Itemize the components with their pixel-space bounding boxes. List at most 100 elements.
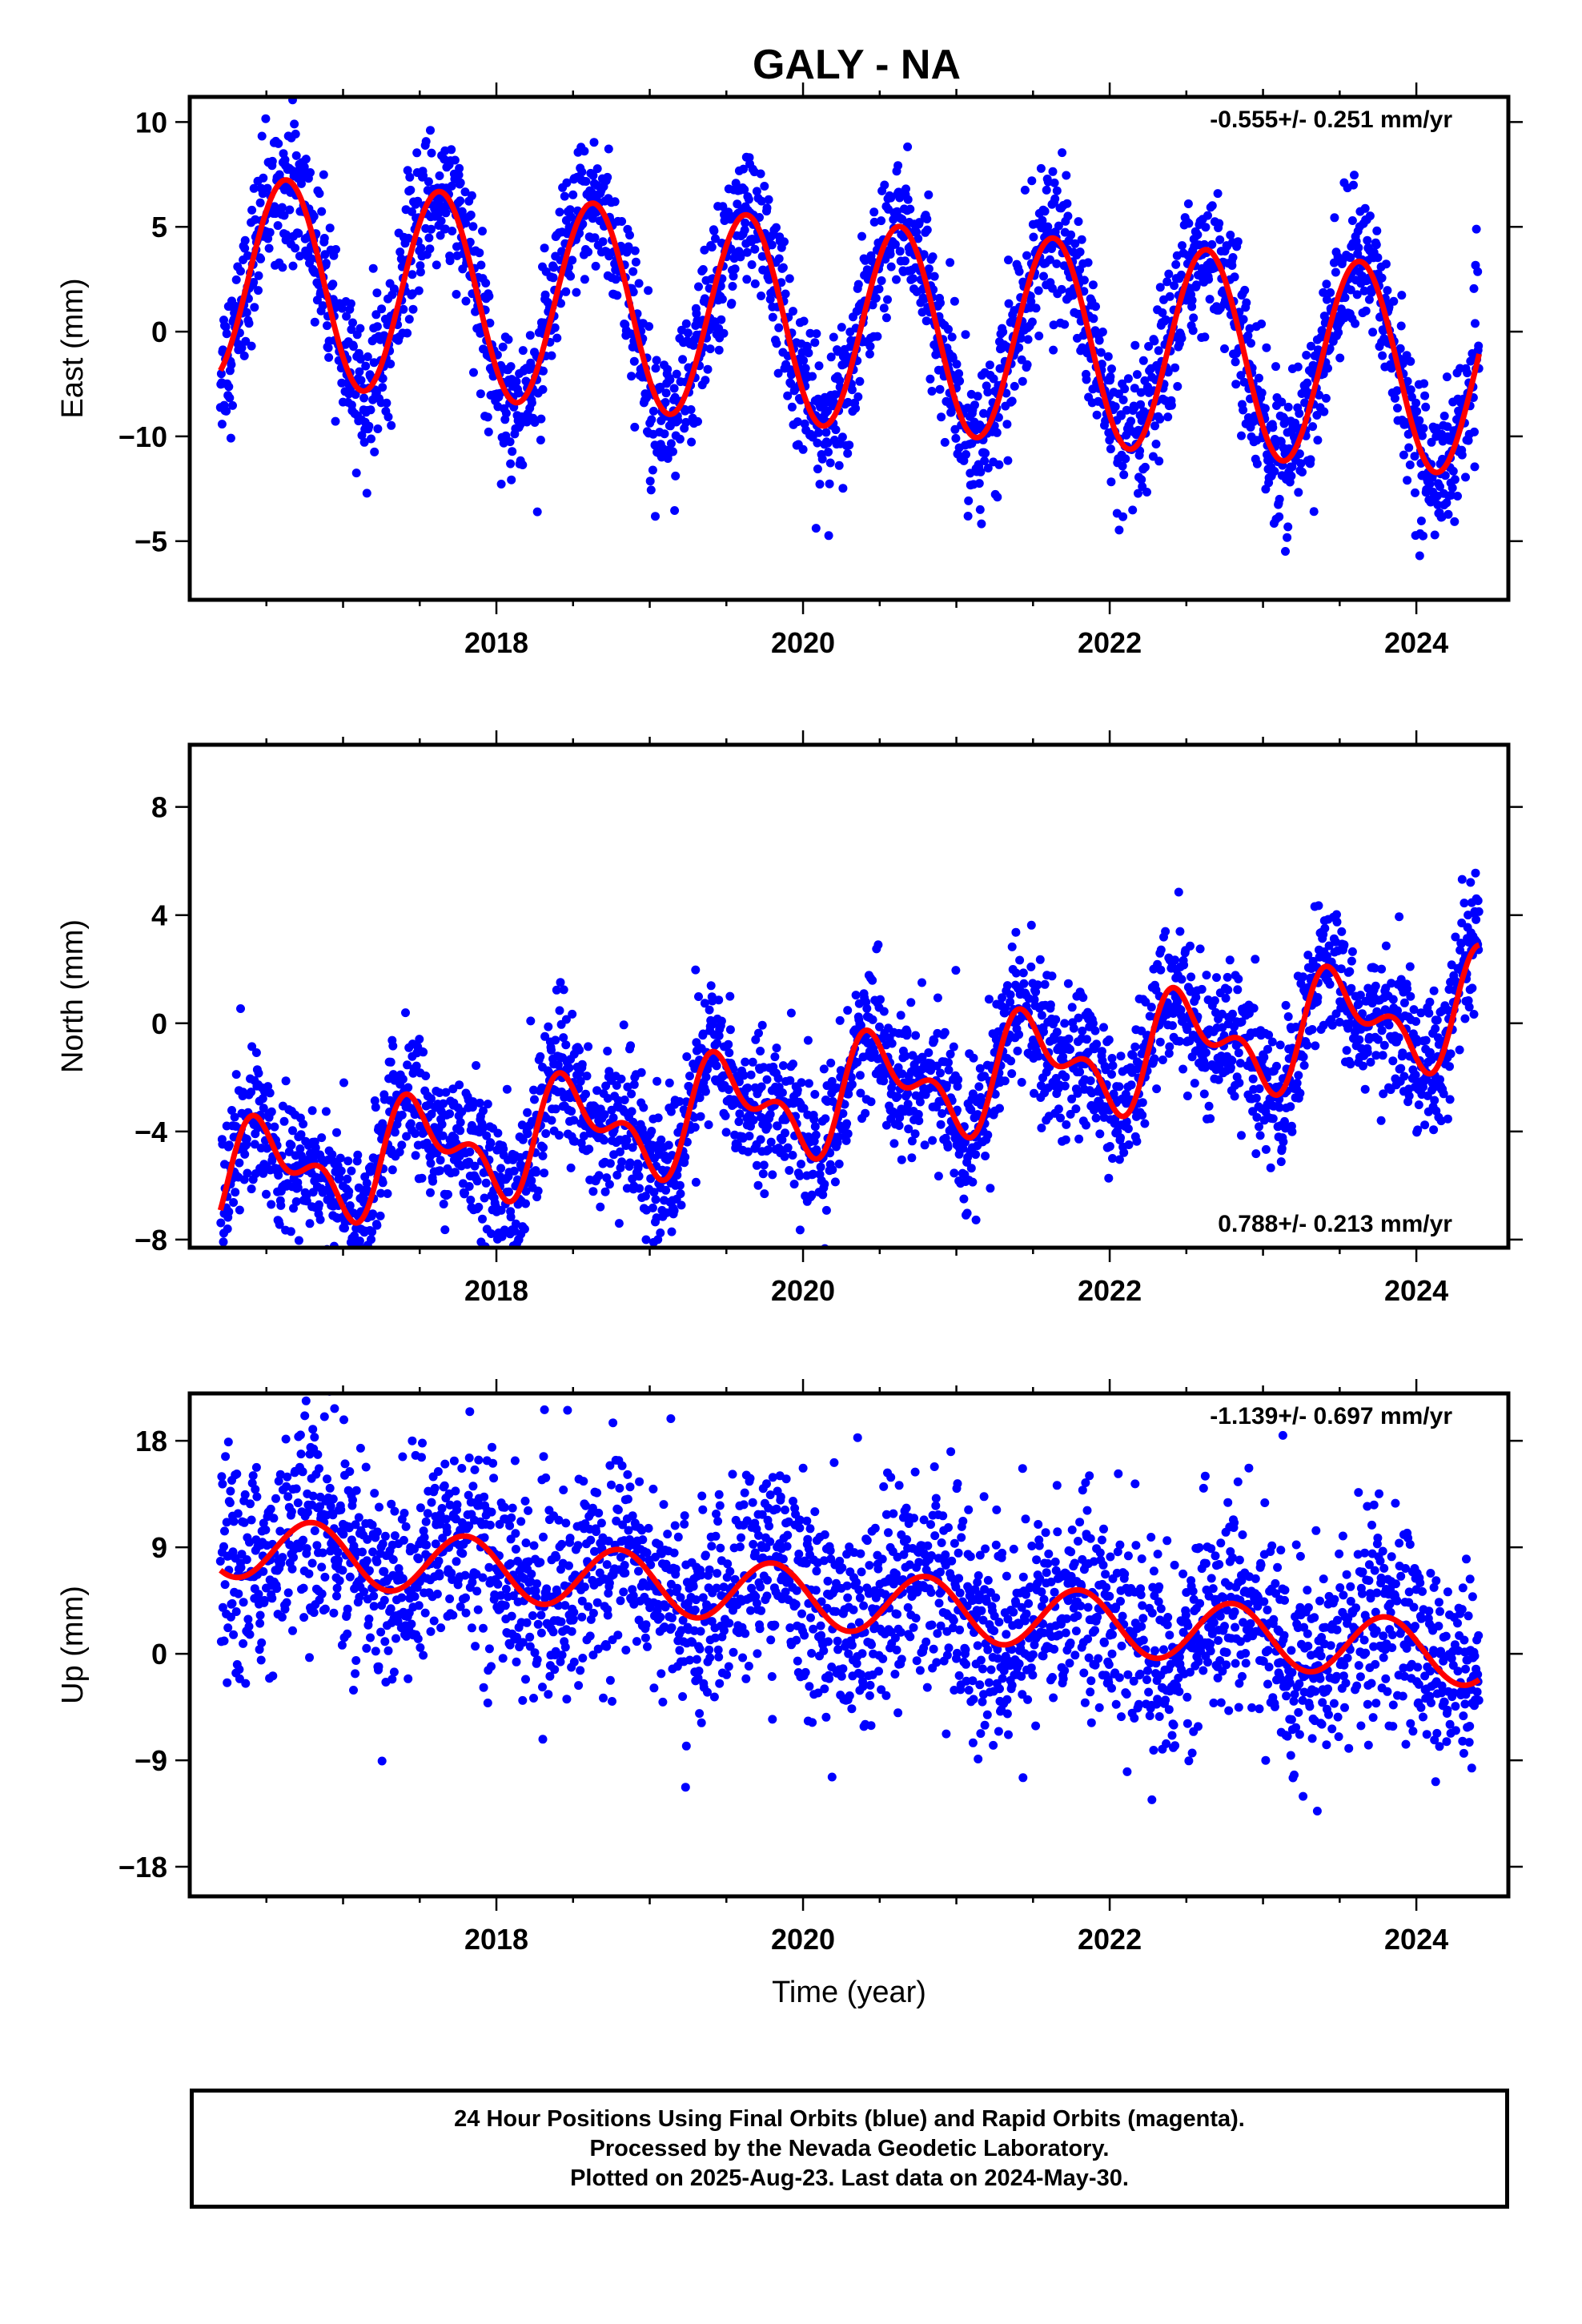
north-data-point	[267, 1107, 276, 1116]
east-data-point	[1052, 259, 1062, 268]
east-data-point	[314, 280, 323, 290]
north-data-point	[1164, 1048, 1174, 1058]
east-data-point	[436, 216, 446, 226]
north-data-point	[1140, 1119, 1150, 1128]
north-data-point	[712, 1061, 721, 1071]
north-data-point	[818, 1190, 828, 1200]
east-data-point	[717, 295, 727, 304]
north-data-point	[602, 1173, 612, 1183]
north-data-point	[826, 1058, 836, 1068]
north-data-point	[1267, 1037, 1277, 1047]
east-data-point	[936, 298, 945, 308]
east-data-point	[584, 247, 593, 257]
east-data-point	[952, 360, 962, 369]
north-data-point	[401, 1008, 410, 1018]
east-data-point	[1023, 335, 1033, 344]
east-data-point	[550, 323, 560, 332]
north-data-point	[856, 1088, 865, 1098]
east-data-point	[1022, 360, 1032, 369]
north-data-point	[559, 1033, 568, 1043]
north-data-point	[426, 1159, 436, 1168]
north-data-point	[861, 1108, 870, 1118]
east-data-point	[755, 213, 764, 222]
east-data-point	[1350, 171, 1359, 180]
east-data-point	[518, 346, 528, 356]
north-data-point	[943, 1142, 953, 1152]
east-data-point	[1371, 240, 1381, 250]
north-data-point	[701, 1072, 711, 1082]
east-data-point	[1088, 280, 1098, 290]
north-data-point	[378, 1178, 387, 1188]
east-data-point	[1372, 226, 1382, 235]
east-axes-frame	[187, 94, 1511, 602]
east-data-point	[1201, 223, 1211, 232]
east-y-axis-title: East (mm)	[56, 278, 90, 418]
north-data-point	[1126, 1080, 1136, 1090]
east-data-point	[1077, 235, 1086, 244]
east-data-point	[701, 376, 710, 385]
north-data-point	[928, 1136, 938, 1145]
east-data-point	[1433, 501, 1443, 509]
east-data-point	[1027, 317, 1037, 327]
east-data-point	[686, 405, 696, 414]
east-data-point	[675, 434, 685, 444]
east-data-point	[325, 223, 335, 233]
east-data-point	[1003, 456, 1013, 465]
north-data-point	[623, 1082, 632, 1092]
north-data-point	[1060, 1019, 1070, 1028]
east-data-point	[1106, 372, 1115, 381]
east-data-point	[1191, 280, 1201, 290]
east-data-point	[591, 261, 600, 271]
east-data-point	[744, 195, 753, 204]
east-data-point	[382, 398, 391, 408]
north-data-point	[1018, 968, 1028, 978]
north-data-point	[1030, 1088, 1038, 1098]
north-data-point	[1251, 1093, 1261, 1103]
east-data-point	[1213, 189, 1223, 199]
east-data-point	[294, 228, 303, 238]
east-data-point	[1331, 267, 1340, 277]
north-data-point	[581, 1089, 590, 1099]
north-data-point	[1299, 1060, 1309, 1070]
east-data-point	[1377, 273, 1387, 283]
east-data-point	[1470, 462, 1480, 472]
north-data-point	[1082, 1120, 1090, 1130]
north-data-point	[286, 1227, 295, 1236]
north-data-point	[682, 1137, 692, 1147]
north-data-point	[483, 1100, 492, 1109]
east-data-point	[476, 389, 485, 399]
east-data-point	[1050, 194, 1060, 203]
east-data-point	[1283, 533, 1292, 542]
east-data-point	[973, 392, 982, 401]
north-data-point	[1226, 1063, 1235, 1072]
north-data-point	[351, 1277, 360, 1285]
east-data-point	[1346, 253, 1355, 263]
east-data-point	[240, 243, 250, 253]
north-data-point	[1201, 1047, 1211, 1057]
north-data-point	[540, 1168, 549, 1178]
north-data-point	[231, 1070, 241, 1080]
north-data-point	[509, 1166, 519, 1176]
north-data-point	[1199, 1089, 1209, 1099]
north-data-point	[475, 1098, 484, 1108]
east-data-point	[1420, 391, 1430, 400]
north-data-point	[1268, 1114, 1278, 1124]
north-data-point	[612, 1170, 622, 1180]
east-data-point	[441, 208, 451, 218]
east-data-point	[508, 447, 517, 456]
east-data-point	[799, 356, 809, 365]
north-data-point	[741, 1057, 750, 1067]
north-data-point	[267, 1200, 276, 1209]
east-data-point	[249, 278, 259, 287]
east-data-point	[869, 207, 879, 217]
north-data-point	[1039, 1027, 1048, 1036]
east-data-point	[739, 164, 749, 174]
north-data-point	[842, 1119, 852, 1128]
east-data-point	[496, 480, 506, 489]
east-data-point	[349, 342, 358, 352]
east-data-point	[901, 256, 909, 266]
east-data-point	[447, 181, 456, 191]
north-data-point	[293, 1183, 303, 1192]
east-data-point	[1474, 341, 1484, 351]
east-data-point	[1039, 271, 1048, 281]
